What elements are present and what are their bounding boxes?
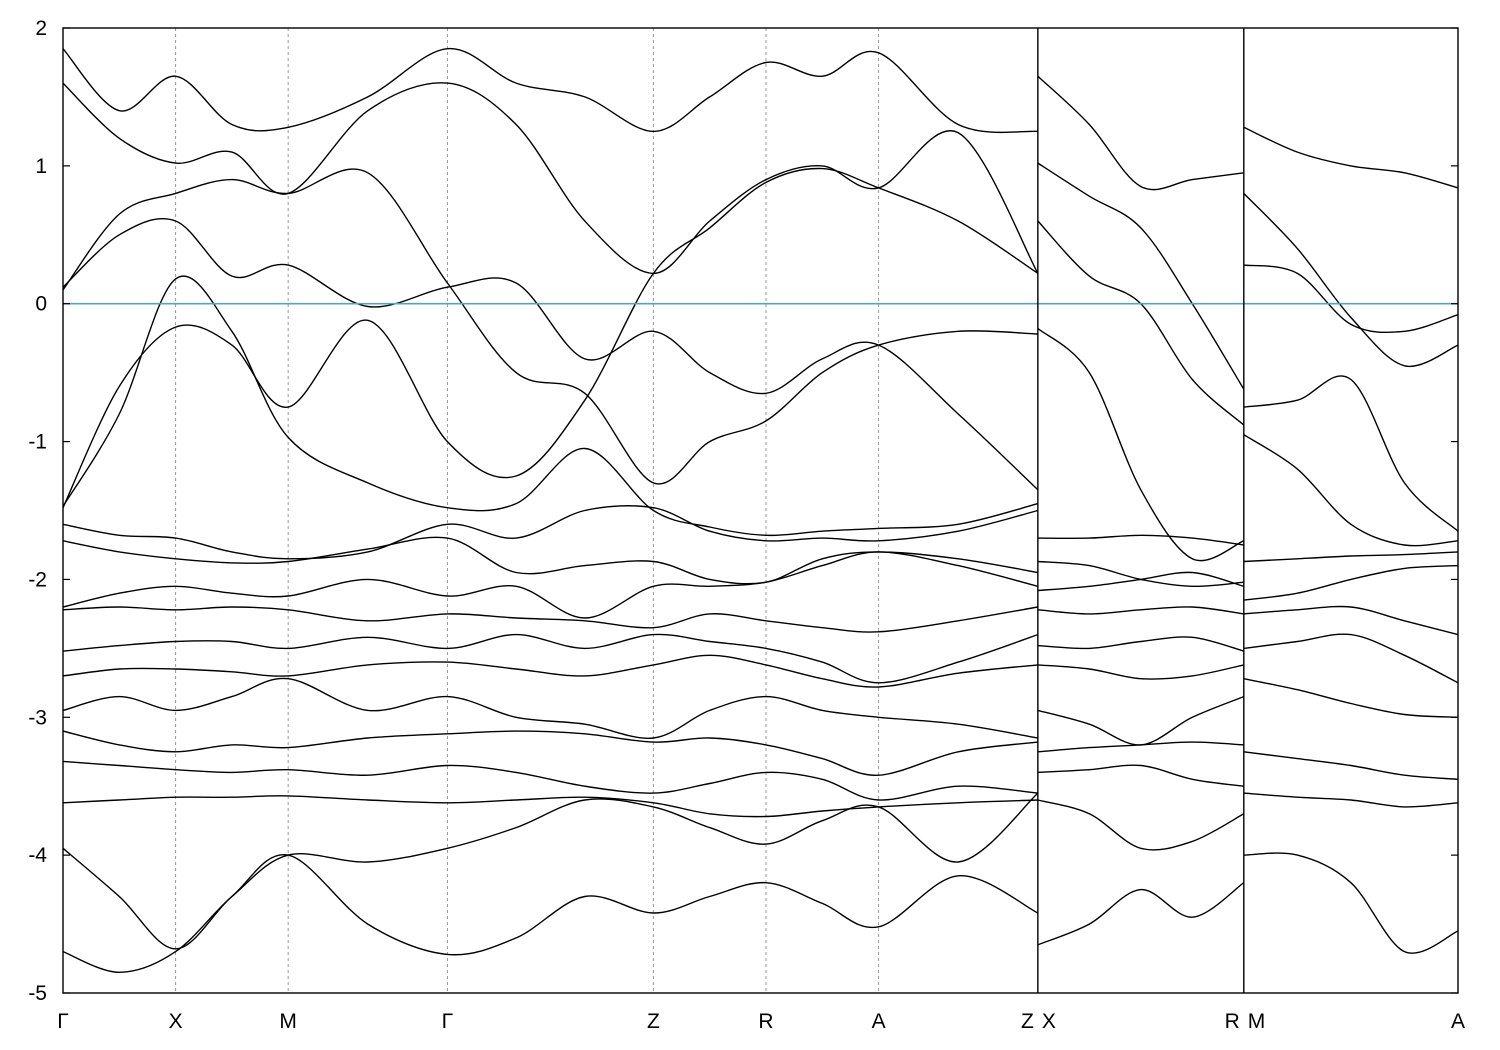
ytick-label-7: -5 (28, 982, 47, 1005)
band-44 (1243, 792, 1458, 808)
band-14 (63, 760, 1038, 801)
ytick-label-4: -2 (28, 568, 47, 591)
xtick-label-11: A (1451, 1010, 1465, 1033)
band-19 (1037, 162, 1245, 390)
band-17 (63, 854, 1039, 973)
xtick-label-1: X (169, 1010, 183, 1033)
band-15 (63, 795, 1038, 818)
xtick-label-0: Γ (57, 1010, 69, 1033)
band-40 (1243, 605, 1458, 636)
band-39 (1243, 564, 1458, 601)
ytick-label-1: 1 (35, 155, 47, 178)
k-point-gridlines (175, 28, 880, 993)
plot-frame (62, 27, 1459, 994)
ytick-label-3: -1 (28, 431, 47, 454)
band-41 (1243, 633, 1458, 684)
ytick-label-6: -4 (28, 844, 47, 867)
band-2 (63, 167, 1039, 508)
band-28 (1037, 695, 1245, 746)
band-22 (1037, 534, 1244, 546)
band-38 (1243, 551, 1458, 563)
band-16 (63, 792, 1039, 950)
band-0 (63, 217, 1039, 491)
band-20 (1037, 220, 1245, 426)
band-34 (1243, 192, 1458, 368)
band-13 (63, 730, 1038, 776)
y-axis-ticks: 2 1 0 -1 -2 -3 -4 -5 (28, 17, 1458, 1005)
band-3 (63, 275, 1039, 537)
band-curves (63, 47, 1458, 973)
xtick-label-5: R (758, 1010, 773, 1033)
band-25 (1037, 606, 1244, 615)
band-31 (1037, 799, 1245, 851)
band-36 (1243, 375, 1458, 532)
band-42 (1243, 678, 1458, 718)
band-5 (63, 47, 1038, 134)
xtick-label-7: Z (1021, 1010, 1034, 1033)
band-21 (1037, 327, 1245, 562)
xtick-label-8: X (1042, 1010, 1056, 1033)
band-18 (1037, 75, 1244, 191)
band-23 (1037, 560, 1244, 588)
xtick-label-6: A (872, 1010, 886, 1033)
xtick-label-10: M (1248, 1010, 1266, 1033)
ytick-label-2: 0 (35, 293, 47, 316)
band-37 (1243, 434, 1458, 547)
band-4 (63, 82, 1039, 275)
band-7 (63, 536, 1039, 585)
xtick-label-9: R (1225, 1010, 1240, 1033)
band-10 (63, 633, 1039, 684)
plot-border (62, 27, 1459, 994)
xtick-label-3: Γ (442, 1010, 454, 1033)
band-29 (1037, 741, 1244, 753)
band-43 (1243, 751, 1458, 780)
band-35 (1243, 264, 1458, 334)
band-1 (63, 168, 1038, 485)
band-6 (63, 505, 1039, 560)
xtick-label-2: M (279, 1010, 297, 1033)
band-9 (63, 606, 1039, 633)
band-26 (1037, 636, 1244, 652)
band-27 (1037, 664, 1244, 680)
band-30 (1037, 764, 1244, 787)
xtick-label-4: Z (647, 1010, 660, 1033)
band-8 (63, 551, 1039, 619)
ytick-label-0: 2 (35, 17, 47, 40)
band-24 (1037, 571, 1244, 592)
ytick-label-5: -3 (28, 706, 47, 729)
band-32 (1037, 882, 1245, 946)
band-11 (63, 654, 1038, 688)
band-33 (1243, 126, 1458, 189)
band-12 (63, 677, 1039, 739)
band-45 (1243, 852, 1458, 954)
